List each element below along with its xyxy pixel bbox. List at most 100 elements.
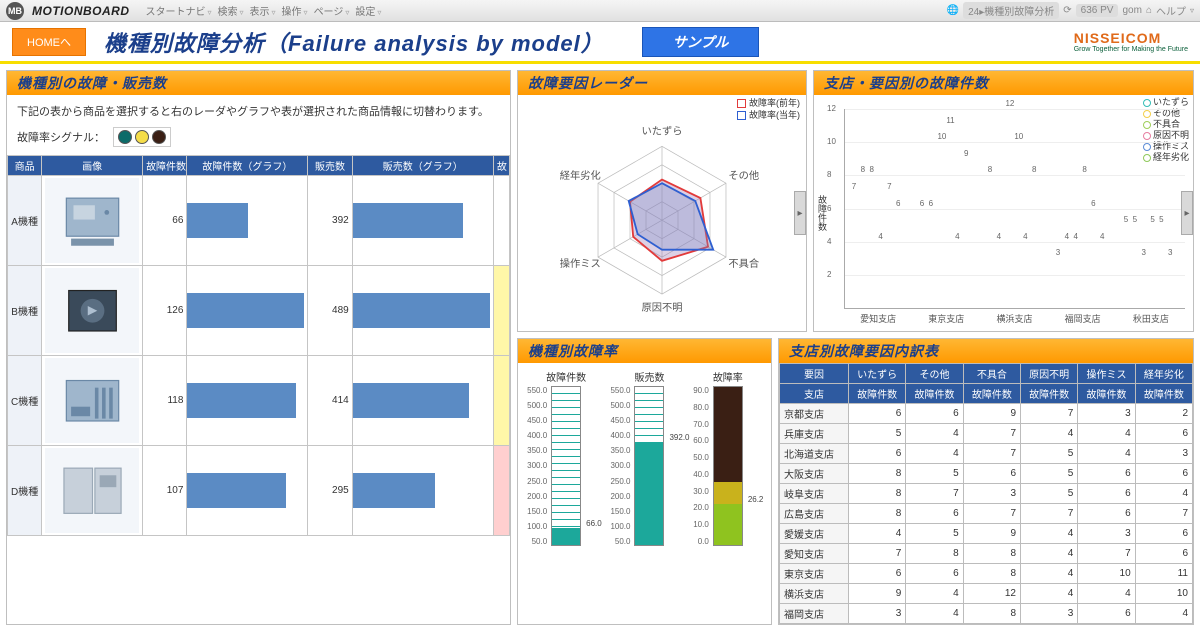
breakdown-table[interactable]: 要因いたずらその他不具合原因不明操作ミス経年劣化支店故障件数故障件数故障件数故障… [779,363,1193,624]
globe-icon[interactable]: 🌐 [947,5,959,16]
table-row[interactable]: A機種66392 [8,176,510,266]
column-subheader: 故障件数 [1021,384,1078,404]
branch-xlabel: 東京支店 [928,312,964,325]
svg-text:操作ミス: 操作ミス [560,257,601,270]
column-header[interactable]: 販売数 [308,156,352,176]
model-image [42,266,143,356]
sample-button[interactable]: サンプル [642,27,760,57]
sales-bar [352,266,493,356]
svg-text:その他: その他 [728,169,759,182]
topnav-item[interactable]: 検索 [218,3,244,18]
column-header[interactable]: 原因不明 [1021,364,1078,384]
column-subheader: 故障件数 [906,384,963,404]
panel-branch-bars: 支店・要因別の故障件数 いたずらその他不具合原因不明操作ミス経年劣化 故障件数 … [813,70,1194,332]
table-row[interactable]: 広島支店867767 [780,504,1193,524]
model-image [42,446,143,536]
model-image [42,176,143,266]
radar-chart: いたずらその他不具合原因不明 操作ミス 経年劣化 [518,95,806,331]
column-header[interactable]: 販売数（グラフ） [352,156,493,176]
svg-text:いたずら: いたずら [641,126,682,138]
svg-text:不具合: 不具合 [728,257,759,270]
topnav-item[interactable]: 表示 [250,3,276,18]
signal-dot [152,130,166,144]
column-header[interactable]: いたずら [849,364,906,384]
column-header[interactable]: 画像 [42,156,143,176]
topnav-item[interactable]: 設定 [355,3,381,18]
column-header[interactable]: 不具合 [963,364,1020,384]
column-subheader: 故障件数 [1135,384,1192,404]
page-title: 機種別故障分析（Failure analysis by model） [104,26,604,58]
fail-bar [187,266,308,356]
svg-text:原因不明: 原因不明 [641,302,682,314]
user-label: gom [1122,5,1141,16]
column-header[interactable]: 要因 [780,364,849,384]
expand-handle[interactable]: ▸ [794,191,806,235]
table-row[interactable]: 兵庫支店547446 [780,424,1193,444]
column-header[interactable]: その他 [906,364,963,384]
signal-cell [493,266,509,356]
table-row[interactable]: C機種118414 [8,356,510,446]
logo-badge-icon: MB [6,2,24,20]
table-row[interactable]: B機種 126 489 [8,266,510,356]
panel-title: 支店・要因別の故障件数 [814,71,1193,95]
fail-count: 118 [143,356,187,446]
table-row[interactable]: 福岡支店348364 [780,604,1193,624]
brand-logo: NISSEICOM Grow Together for Making the F… [1074,30,1188,53]
column-header[interactable]: 故障件数（グラフ） [187,156,308,176]
signal-cell [493,176,509,266]
model-name: B機種 [8,266,42,356]
svg-text:経年劣化: 経年劣化 [560,169,601,182]
column-header[interactable]: 故 [493,156,509,176]
table-row[interactable]: 愛知支店788476 [780,544,1193,564]
home-icon[interactable]: ⌂ [1146,5,1152,16]
column-header[interactable]: 故障件数 [143,156,187,176]
home-button[interactable]: HOMEへ [12,28,86,56]
radar-legend: 故障率(前年)故障率(当年) [737,97,800,121]
column-subheader: 故障件数 [1078,384,1135,404]
table-row[interactable]: 京都支店669732 [780,404,1193,424]
panel-radar: 故障要因レーダー 故障率(前年)故障率(当年) いたずらその他不具合原因不明 操作… [517,70,807,332]
panel-title: 故障要因レーダー [518,71,806,95]
model-name: A機種 [8,176,42,266]
topnav-item[interactable]: スタートナビ [146,3,212,18]
model-name: C機種 [8,356,42,446]
table-row[interactable]: 東京支店66841011 [780,564,1193,584]
panel-model-failures: 機種別の故障・販売数 下記の表から商品を選択すると右のレーダやグラフや表が選択さ… [6,70,511,625]
expand-handle[interactable]: ▸ [1181,191,1193,235]
logo-text: MOTIONBOARD [32,4,130,18]
signal-cell [493,446,509,536]
fail-count: 126 [143,266,187,356]
fail-bar [187,176,308,266]
model-table[interactable]: 商品画像故障件数故障件数（グラフ）販売数販売数（グラフ）故A機種66392B機種… [7,155,510,536]
top-nav: スタートナビ検索表示操作ページ設定 [146,3,382,18]
gauges: 故障件数66.0550.0500.0450.0400.0350.0300.025… [518,363,771,624]
fail-count: 66 [143,176,187,266]
signal-dots [113,127,171,147]
topnav-item[interactable]: 操作 [282,3,308,18]
fail-bar [187,446,308,536]
topnav-item[interactable]: ページ [314,3,350,18]
sales-bar [352,176,493,266]
sales-bar [352,446,493,536]
breadcrumb[interactable]: 24▸機種別故障分析 [963,2,1059,19]
table-row[interactable]: 岐阜支店873564 [780,484,1193,504]
branch-xlabels: 愛知支店東京支店横浜支店福岡支店秋田支店 [844,312,1185,325]
column-header[interactable]: 商品 [8,156,42,176]
table-row[interactable]: D機種107295 [8,446,510,536]
column-subheader: 故障件数 [963,384,1020,404]
sales-count: 489 [308,266,352,356]
pv-count: 636 PV [1076,4,1119,17]
refresh-icon[interactable]: ⟳ [1063,5,1071,16]
panel-title: 機種別故障率 [518,339,771,363]
top-bar: MB MOTIONBOARD スタートナビ検索表示操作ページ設定 🌐 24▸機種… [0,0,1200,22]
branch-ylabel: 故障件数 [816,195,829,231]
column-header[interactable]: 操作ミス [1078,364,1135,384]
fail-bar [187,356,308,446]
branch-xlabel: 愛知支店 [860,312,896,325]
table-row[interactable]: 大阪支店856566 [780,464,1193,484]
help-label[interactable]: ヘルプ [1156,3,1186,18]
table-row[interactable]: 横浜支店94124410 [780,584,1193,604]
column-header[interactable]: 経年劣化 [1135,364,1192,384]
table-row[interactable]: 北海道支店647543 [780,444,1193,464]
table-row[interactable]: 愛媛支店459436 [780,524,1193,544]
